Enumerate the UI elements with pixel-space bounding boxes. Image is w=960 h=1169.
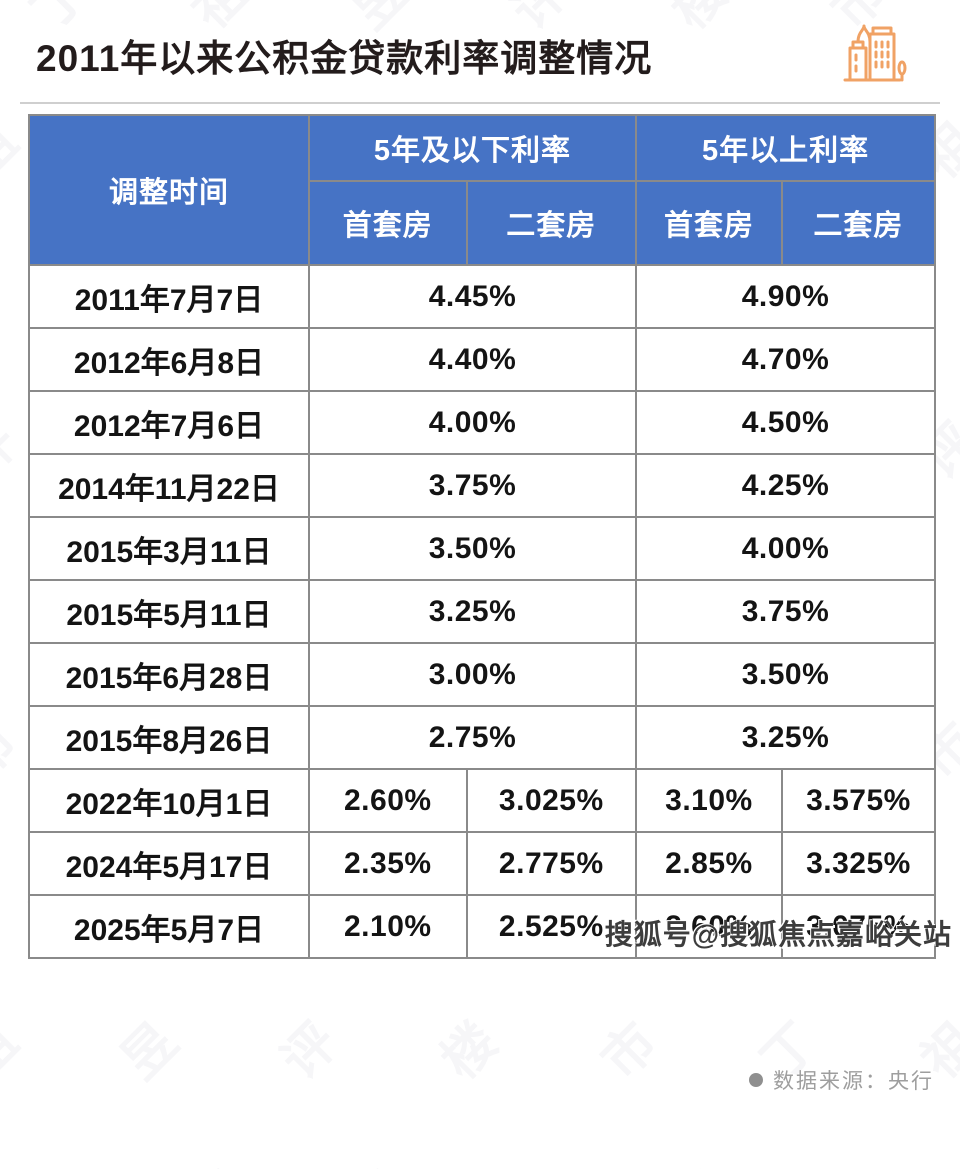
buildings-icon bbox=[843, 24, 907, 82]
rate-cell: 2.10% bbox=[307, 894, 468, 959]
rate-cell: 4.00% bbox=[635, 516, 936, 581]
rate-cell: 3.00% bbox=[307, 642, 638, 707]
rate-cell: 4.00% bbox=[307, 390, 638, 455]
table-row: 2024年5月17日 2.35% 2.775% 2.85% 3.325% bbox=[28, 831, 937, 896]
sohu-account-watermark: 搜狐号@搜狐焦点嘉峪关站 bbox=[604, 919, 952, 950]
table-row: 2012年7月6日 4.00% 4.50% bbox=[28, 390, 936, 455]
adjust-date-cell: 2022年10月1日 bbox=[28, 768, 310, 833]
rate-cell: 2.35% bbox=[307, 831, 468, 896]
table-row: 2015年5月11日 3.25% 3.75% bbox=[28, 579, 936, 644]
header-under5-first-home: 首套房 bbox=[307, 180, 468, 266]
rate-cell: 2.525% bbox=[465, 894, 638, 959]
watermark-glyph: 楼 bbox=[331, 1153, 421, 1169]
rate-cell: 3.25% bbox=[307, 579, 638, 644]
rate-cell: 2.60% bbox=[635, 894, 783, 959]
adjust-date-cell: 2015年6月28日 bbox=[28, 642, 310, 707]
data-source-text: 数据来源：央行 bbox=[773, 1070, 934, 1093]
table-row: 2025年5月7日 2.10% 2.525% 2.60% 3.075% bbox=[28, 894, 937, 959]
header-over5-group: 5年以上利率 bbox=[635, 114, 936, 182]
header-under5-group: 5年及以下利率 bbox=[307, 114, 638, 182]
table-row: 2022年10月1日 2.60% 3.025% 3.10% 3.575% bbox=[28, 768, 937, 833]
data-source: 数据来源：央行 bbox=[749, 1065, 934, 1095]
rate-cell: 3.325% bbox=[780, 831, 937, 896]
rate-cell: 4.50% bbox=[635, 390, 936, 455]
rate-cell: 3.075% bbox=[780, 894, 937, 959]
rate-cell: 2.775% bbox=[465, 831, 638, 896]
header-over5-first-home: 首套房 bbox=[635, 180, 783, 266]
page-title: 2011年以来公积金贷款利率调整情况 bbox=[36, 38, 653, 79]
page-header: 2011年以来公积金贷款利率调整情况 bbox=[0, 0, 960, 98]
watermark-glyph: 市 bbox=[491, 1153, 581, 1169]
watermark-glyph: 祖 bbox=[0, 1012, 29, 1091]
table-row: 2015年8月26日 2.75% 3.25% bbox=[28, 705, 936, 770]
rate-cell: 2.75% bbox=[307, 705, 638, 770]
rate-cell: 3.025% bbox=[465, 768, 638, 833]
rate-cell: 4.25% bbox=[635, 453, 936, 518]
title-divider bbox=[20, 102, 940, 104]
rate-cell: 3.75% bbox=[307, 453, 638, 518]
watermark-glyph: 昱 bbox=[111, 1012, 189, 1091]
rate-cell: 3.50% bbox=[307, 516, 638, 581]
watermark-glyph: 丁 bbox=[651, 1153, 741, 1169]
rates-table: 调整时间 5年及以下利率 5年以上利率 首套房 二套房 首套房 二套房 2011… bbox=[28, 114, 937, 959]
rate-cell: 4.90% bbox=[635, 264, 936, 329]
rate-cell: 3.575% bbox=[780, 768, 937, 833]
table-row: 2015年6月28日 3.00% 3.50% bbox=[28, 642, 936, 707]
bullet-icon bbox=[749, 1073, 763, 1087]
watermark-glyph: 市 bbox=[591, 1012, 669, 1091]
watermark-glyph: 楼 bbox=[431, 1012, 509, 1091]
adjust-date-cell: 2015年8月26日 bbox=[28, 705, 310, 770]
table-row: 2015年3月11日 3.50% 4.00% bbox=[28, 516, 936, 581]
watermark-glyph: 评 bbox=[171, 1153, 261, 1169]
adjust-date-cell: 2025年5月7日 bbox=[28, 894, 310, 959]
adjust-date-cell: 2012年7月6日 bbox=[28, 390, 310, 455]
rate-cell: 3.10% bbox=[635, 768, 783, 833]
rate-cell: 4.70% bbox=[635, 327, 936, 392]
rate-cell: 3.75% bbox=[635, 579, 936, 644]
rate-cell: 3.25% bbox=[635, 705, 936, 770]
table-row: 2014年11月22日 3.75% 4.25% bbox=[28, 453, 936, 518]
adjust-date-cell: 2015年5月11日 bbox=[28, 579, 310, 644]
table-row: 2011年7月7日 4.45% 4.90% bbox=[28, 264, 936, 329]
watermark-glyph: 评 bbox=[271, 1012, 349, 1091]
header-adjust-time: 调整时间 bbox=[28, 114, 310, 266]
header-over5-second-home: 二套房 bbox=[780, 180, 937, 266]
rate-cell: 4.40% bbox=[307, 327, 638, 392]
rate-cell: 4.45% bbox=[307, 264, 638, 329]
rate-cell: 2.60% bbox=[307, 768, 468, 833]
adjust-date-cell: 2011年7月7日 bbox=[28, 264, 310, 329]
table-row: 2012年6月8日 4.40% 4.70% bbox=[28, 327, 936, 392]
adjust-date-cell: 2014年11月22日 bbox=[28, 453, 310, 518]
watermark-glyph: 昱 bbox=[11, 1153, 101, 1169]
adjust-date-cell: 2015年3月11日 bbox=[28, 516, 310, 581]
adjust-date-cell: 2012年6月8日 bbox=[28, 327, 310, 392]
watermark-glyph: 祖 bbox=[811, 1153, 901, 1169]
rate-cell: 3.50% bbox=[635, 642, 936, 707]
rate-cell: 2.85% bbox=[635, 831, 783, 896]
header-under5-second-home: 二套房 bbox=[465, 180, 638, 266]
adjust-date-cell: 2024年5月17日 bbox=[28, 831, 310, 896]
